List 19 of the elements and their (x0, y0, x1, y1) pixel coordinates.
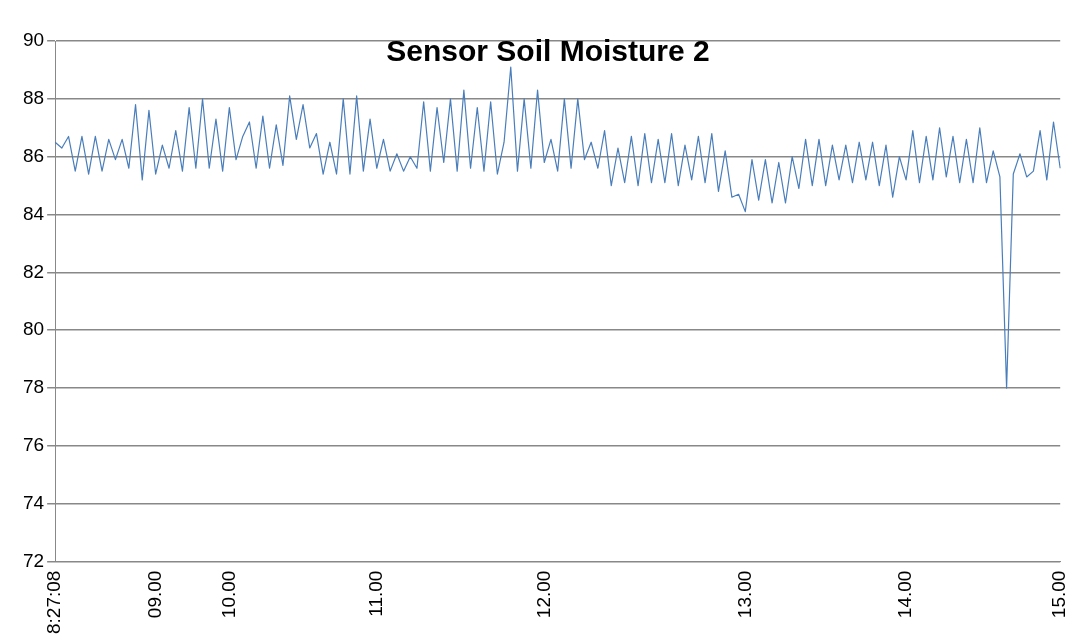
y-tick-label: 76 (22, 434, 45, 456)
y-tick-label: 82 (22, 260, 45, 282)
x-tick-label: 13.00 (733, 570, 755, 619)
chart-title: Sensor Soil Moisture 2 (386, 34, 710, 68)
y-tick-label: 72 (22, 549, 45, 571)
x-tick-label: 12.00 (532, 570, 554, 619)
y-tick-label: 84 (22, 202, 45, 224)
x-tick-label: 10.00 (217, 570, 239, 619)
y-tick-label: 86 (22, 144, 45, 166)
x-tick-label: 8:27:08 (43, 570, 65, 635)
x-tick-label: 09.00 (143, 570, 165, 619)
x-tick-label: 11.00 (364, 570, 386, 617)
y-tick-label: 88 (22, 87, 45, 109)
x-tick-label: 15.00 (1048, 570, 1070, 619)
y-tick-label: 74 (22, 492, 45, 513)
x-tick-label: 14.00 (894, 570, 916, 619)
y-tick-label: 78 (22, 376, 45, 398)
y-tick-label: 80 (22, 318, 45, 340)
y-tick-label: 90 (22, 29, 45, 51)
